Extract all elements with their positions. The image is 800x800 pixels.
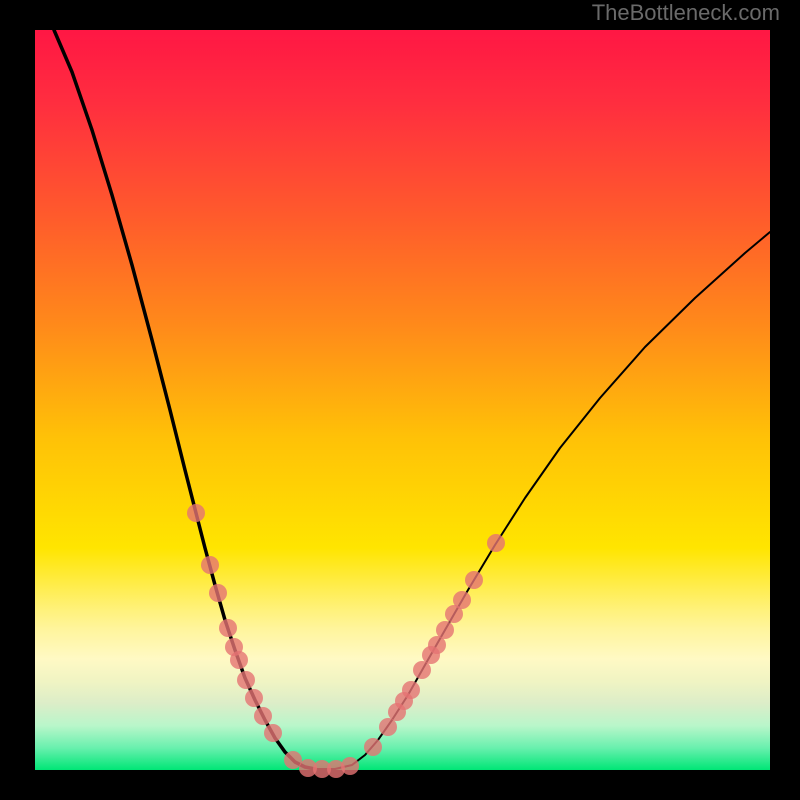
marker-point [219,619,237,637]
marker-point [465,571,483,589]
marker-point [487,534,505,552]
marker-point [237,671,255,689]
marker-point [230,651,248,669]
watermark-text: TheBottleneck.com [592,0,780,26]
plot-background [35,30,770,770]
marker-point [245,689,263,707]
marker-point [209,584,227,602]
marker-point [187,504,205,522]
marker-point [453,591,471,609]
marker-point [402,681,420,699]
marker-point [364,738,382,756]
marker-point [201,556,219,574]
marker-point [413,661,431,679]
bottleneck-chart: TheBottleneck.com [0,0,800,800]
chart-svg [0,0,800,800]
marker-point [254,707,272,725]
marker-point [436,621,454,639]
marker-point [379,718,397,736]
marker-point [264,724,282,742]
marker-point [341,757,359,775]
